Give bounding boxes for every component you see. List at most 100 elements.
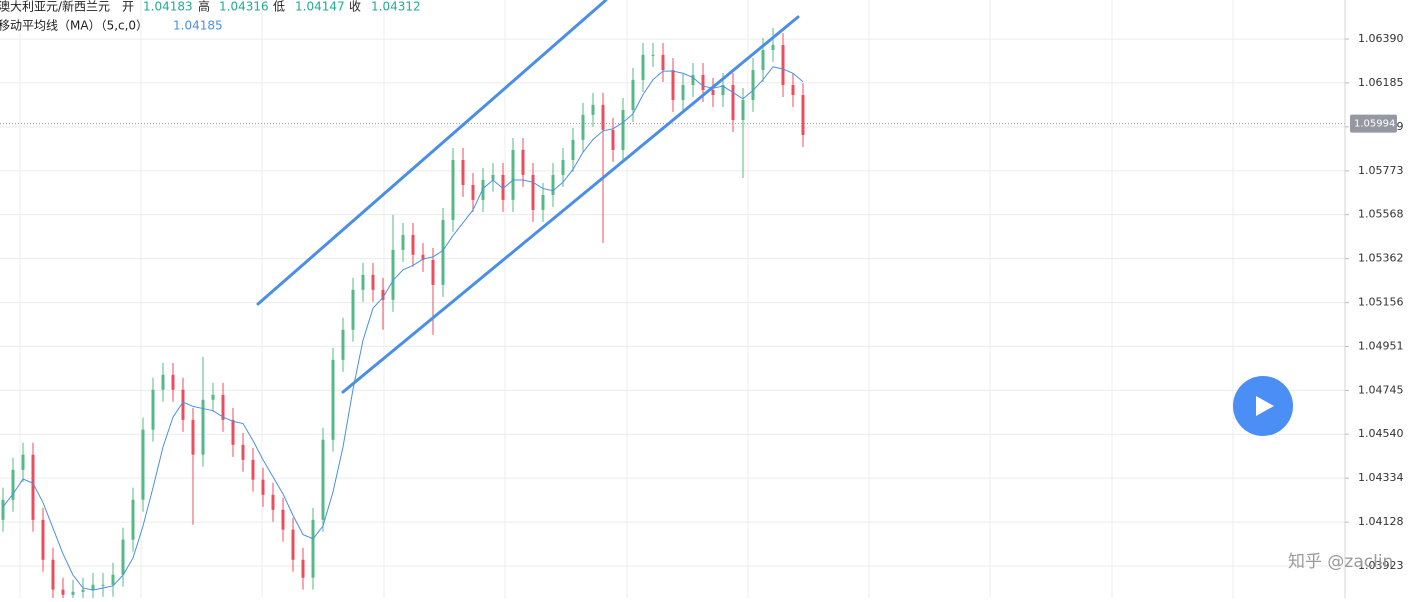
candle-body <box>791 85 795 96</box>
candle-body <box>381 289 385 300</box>
candle-body <box>731 85 735 121</box>
candle-body <box>331 359 335 440</box>
candle-body <box>271 494 275 510</box>
candle-body <box>161 374 165 390</box>
open-value: 1.04183 <box>143 0 193 14</box>
candle-body <box>631 79 635 110</box>
candle-body <box>131 499 135 540</box>
candle-body <box>441 219 445 285</box>
last-price-box <box>1350 114 1397 133</box>
candle-body <box>741 99 745 121</box>
candle-body <box>691 74 695 86</box>
candle-body <box>1 499 5 520</box>
header: 澳大利亚元/新西兰元 开 1.04183 高 1.04316 低 1.04147… <box>0 0 421 33</box>
candle-body <box>121 539 125 575</box>
candle-body <box>761 49 765 71</box>
candle-body <box>411 234 415 255</box>
play-button[interactable] <box>1233 376 1293 436</box>
play-icon[interactable] <box>1256 396 1274 416</box>
trend-channel <box>256 0 800 394</box>
y-tick-label: 1.06390 <box>1358 32 1404 45</box>
y-tick-label: 1.06185 <box>1358 76 1404 89</box>
candle-body <box>31 454 35 520</box>
candle-body <box>641 54 645 80</box>
candle-body <box>771 45 775 50</box>
candle-body <box>41 519 45 560</box>
high-label: 高 <box>198 0 210 14</box>
candle-body <box>211 394 215 400</box>
candle-body <box>321 439 325 520</box>
candle-body <box>501 174 505 200</box>
low-value: 1.04147 <box>295 0 345 14</box>
price-axis: 1.063901.061851.059791.057731.055681.053… <box>1345 32 1404 572</box>
candle-body <box>151 389 155 430</box>
candle-body <box>461 159 465 185</box>
candle-body <box>591 104 595 115</box>
candle-body <box>301 559 305 578</box>
candle-body <box>431 259 435 285</box>
vertical-grid <box>19 0 1234 598</box>
candle-body <box>611 129 615 150</box>
candle-body <box>451 159 455 220</box>
candle-body <box>721 85 725 96</box>
candle-body <box>311 519 315 578</box>
candle-body <box>401 234 405 250</box>
y-tick-label: 1.05362 <box>1358 252 1404 265</box>
candle-body <box>601 104 605 130</box>
candle-body <box>491 174 495 180</box>
candle-body <box>661 54 665 71</box>
candle-body <box>621 109 625 150</box>
candle-body <box>141 429 145 500</box>
y-tick-label: 1.05773 <box>1358 164 1404 177</box>
last-price-label: 1.05994 <box>1354 119 1395 130</box>
candle-body <box>781 45 785 86</box>
candle-body <box>351 289 355 330</box>
candle-body <box>101 584 105 586</box>
candle-body <box>561 159 565 175</box>
y-tick-label: 1.04128 <box>1358 515 1404 528</box>
candle-body <box>541 194 545 210</box>
candle-body <box>81 589 85 592</box>
y-tick-label: 1.04745 <box>1358 383 1404 396</box>
candle-body <box>111 574 115 585</box>
plot <box>0 27 1345 602</box>
horizontal-grid <box>0 38 1345 567</box>
candle-body <box>751 70 755 100</box>
candle-body <box>471 184 475 200</box>
candle-body <box>421 254 425 260</box>
candle-body <box>221 394 225 420</box>
candle-body <box>711 89 715 96</box>
close-label: 收 <box>349 0 361 14</box>
low-label: 低 <box>273 0 285 14</box>
candle-body <box>261 479 265 495</box>
candle-body <box>281 509 285 530</box>
candle-body <box>671 70 675 100</box>
candle-body <box>551 174 555 195</box>
candle-body <box>581 114 585 140</box>
candle-body <box>651 54 655 56</box>
candle-body <box>531 174 535 210</box>
candle-body <box>241 444 245 460</box>
ma-value: 1.04185 <box>173 19 223 33</box>
symbol: 澳大利亚元/新西兰元 <box>0 0 110 14</box>
y-tick-label: 1.04334 <box>1358 471 1404 484</box>
candle-body <box>371 274 375 290</box>
candle-body <box>191 419 195 455</box>
candle-body <box>251 459 255 480</box>
candle-body <box>681 85 685 100</box>
candle-body <box>391 249 395 300</box>
candle-body <box>61 589 65 595</box>
candle-body <box>291 529 295 560</box>
candle-body <box>361 274 365 290</box>
y-tick-label: 1.05568 <box>1358 208 1404 221</box>
channel-upper-line <box>256 0 608 306</box>
candle-body <box>481 179 485 200</box>
candle-body <box>341 329 345 360</box>
candle-body <box>21 454 25 470</box>
candle-body <box>571 139 575 160</box>
candle-body <box>91 584 95 590</box>
y-tick-label: 1.04540 <box>1358 427 1404 440</box>
channel-lower-line <box>341 15 800 394</box>
ma-label: 移动平均线（MA）（5,c,0） <box>0 19 148 33</box>
candle-body <box>511 149 515 200</box>
